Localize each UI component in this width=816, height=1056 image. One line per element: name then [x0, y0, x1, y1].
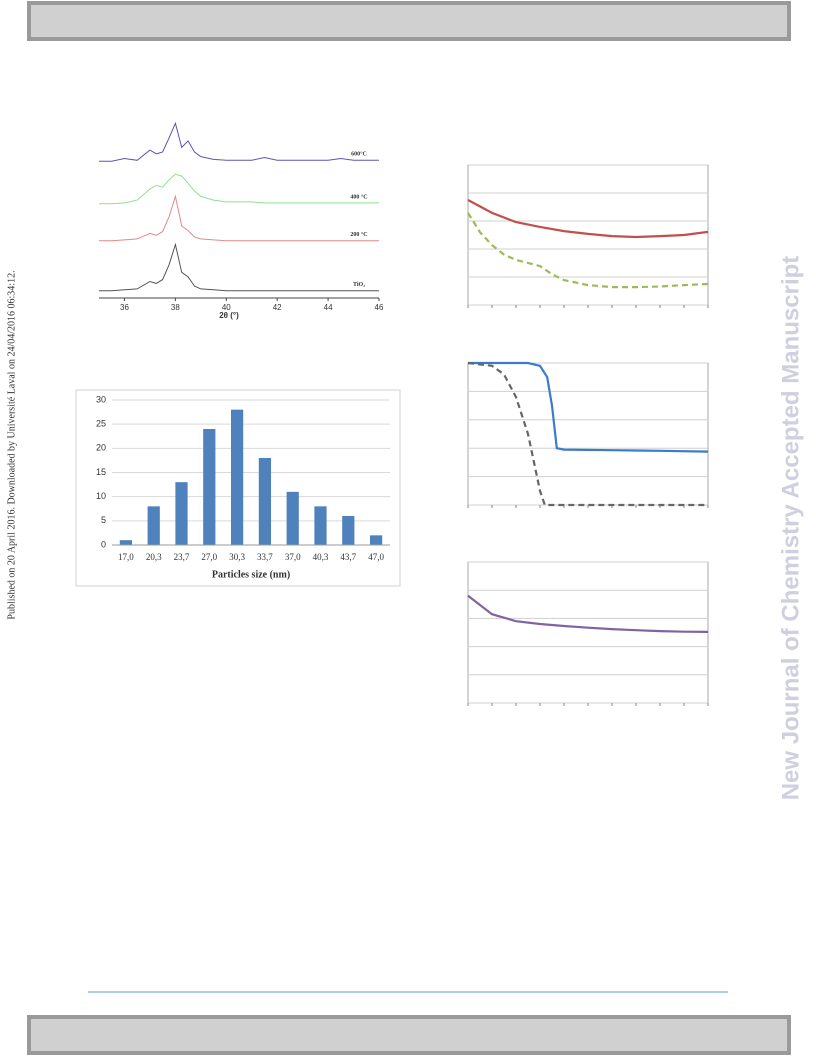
bar — [342, 516, 355, 545]
x-tick-label: 38 — [171, 303, 180, 312]
bar — [314, 506, 327, 545]
data-line — [467, 594, 709, 633]
x-tick-label: 46 — [375, 303, 384, 312]
bar — [119, 540, 133, 545]
x-tick-label: 40,3 — [313, 552, 329, 562]
x-axis-label: 2θ (°) — [219, 311, 239, 320]
x-tick-label: 23,7 — [174, 552, 190, 562]
x-tick-label: 40 — [222, 303, 231, 312]
x-tick-label: 37,0 — [285, 552, 301, 562]
bar — [258, 458, 272, 545]
y-tick-label: 25 — [96, 419, 106, 429]
side-note: Published on 20 April 2016. Downloaded b… — [6, 270, 17, 619]
x-tick-label: 33,7 — [257, 552, 273, 562]
y-tick-label: 30 — [96, 394, 106, 404]
bar — [147, 506, 160, 545]
x-axis-label: Particles size (nm) — [212, 569, 290, 580]
x-tick-label: 27,0 — [201, 552, 217, 562]
y-tick-label: 20 — [96, 443, 106, 453]
data-line — [467, 199, 709, 239]
series-label: 600°C — [351, 151, 367, 158]
y-tick-label: 10 — [96, 491, 106, 501]
x-tick-label: 43,7 — [340, 552, 356, 562]
x-tick-label: 36 — [120, 303, 129, 312]
plot-frame — [467, 362, 709, 506]
watermark: New Journal of Chemistry Accepted Manusc… — [777, 256, 804, 801]
y-tick-label: 0 — [101, 539, 106, 549]
data-line — [468, 361, 709, 453]
bar — [230, 409, 244, 545]
bar — [369, 535, 383, 545]
x-tick-label: 30,3 — [229, 552, 245, 562]
data-line — [99, 121, 379, 162]
bar — [203, 429, 216, 545]
y-tick-label: 15 — [96, 467, 106, 477]
data-line — [99, 194, 379, 242]
x-tick-label: 42 — [273, 303, 282, 312]
bar — [286, 491, 299, 545]
y-tick-label: 5 — [101, 515, 106, 525]
bar-frame — [75, 389, 401, 587]
x-tick-label: 44 — [324, 303, 333, 312]
data-line — [99, 242, 379, 292]
footer-bar — [27, 1015, 791, 1055]
bar — [175, 482, 188, 545]
x-tick-label: 20,3 — [146, 552, 162, 562]
header-bar — [27, 1, 791, 41]
series-label: 400 °C — [350, 193, 367, 200]
data-line — [467, 212, 709, 289]
data-line — [99, 173, 379, 205]
data-line — [467, 361, 708, 507]
x-tick-label: 47,0 — [368, 552, 384, 562]
series-label: 200 °C — [350, 231, 367, 238]
x-tick-label: 17,0 — [118, 552, 134, 562]
series-label: TiO₂ — [353, 282, 365, 288]
